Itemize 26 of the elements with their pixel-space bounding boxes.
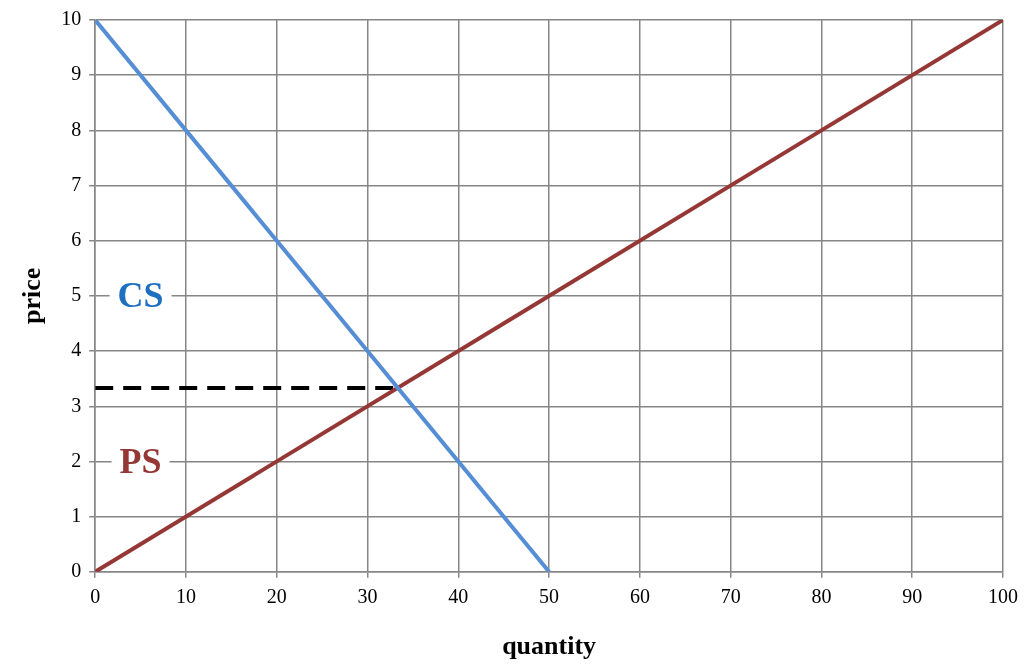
x-tick-label: 90 <box>902 585 923 608</box>
x-tick-label: 80 <box>811 585 832 608</box>
x-tick-label: 60 <box>629 585 650 608</box>
y-tick-label: 6 <box>71 227 82 250</box>
x-tick-label: 40 <box>448 585 469 608</box>
y-tick-label: 7 <box>71 172 82 195</box>
annotation: PS <box>119 440 162 481</box>
annotation: CS <box>117 275 164 316</box>
x-tick-label: 70 <box>720 585 741 608</box>
x-tick-label: 10 <box>175 585 196 608</box>
y-tick-label: 5 <box>71 283 82 306</box>
y-tick-label: 8 <box>71 117 82 140</box>
x-tick-label: 0 <box>90 585 101 608</box>
x-tick-label: 30 <box>357 585 378 608</box>
x-tick-label: 20 <box>266 585 287 608</box>
x-tick-label: 50 <box>539 585 560 608</box>
y-tick-label: 0 <box>71 559 82 582</box>
y-axis-title: price <box>17 267 47 325</box>
y-tick-label: 4 <box>71 338 82 361</box>
y-tick-label: 1 <box>71 503 82 526</box>
y-tick-label: 10 <box>61 7 82 30</box>
y-tick-label: 3 <box>71 393 82 416</box>
x-tick-label: 100 <box>988 585 1018 608</box>
y-tick-label: 2 <box>71 448 82 471</box>
y-tick-label: 9 <box>71 62 82 85</box>
x-axis-title: quantity <box>502 631 597 661</box>
